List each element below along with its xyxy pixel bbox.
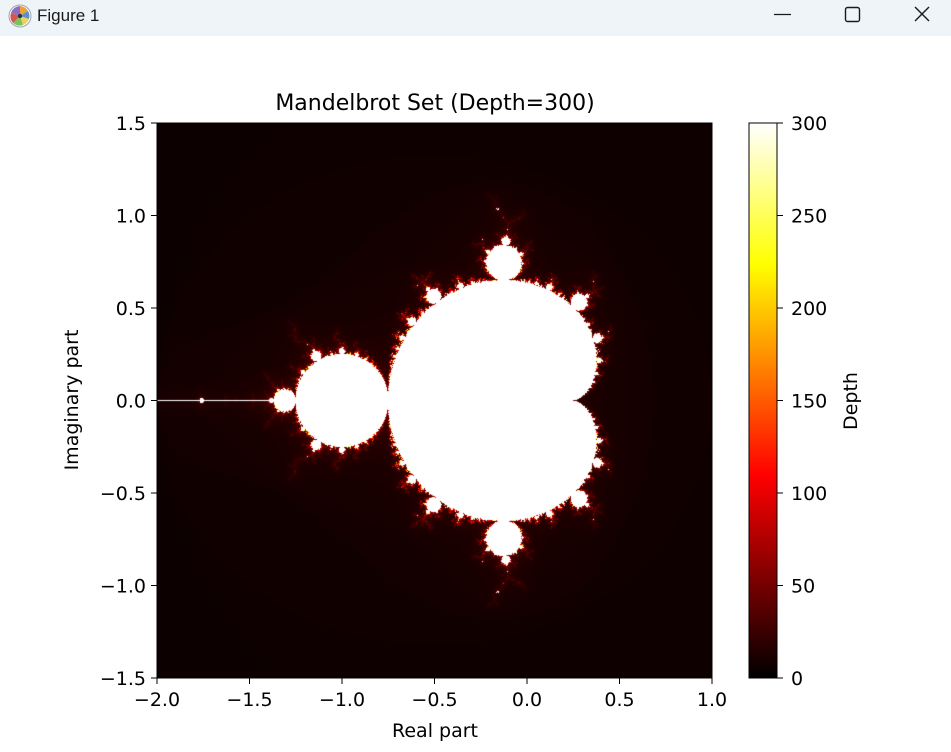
matplotlib-logo-icon [8,4,32,28]
title-bar[interactable]: Figure 1 [0,0,951,36]
y-tick-label: 1.0 [116,206,146,228]
y-tick-label: −1.0 [100,576,146,598]
x-axis: −2.0 −1.5 −1.0 −0.5 0.0 0.5 1.0 [134,678,727,711]
x-tick-label: 0.5 [604,689,634,711]
chart-title: Mandelbrot Set (Depth=300) [275,91,594,116]
mandelbrot-heatmap [157,123,712,678]
close-button[interactable] [899,0,945,30]
maximize-icon [844,6,861,23]
y-axis-label: Imaginary part [61,330,83,471]
colorbar-tick-label: 0 [791,668,803,690]
y-axis: 1.5 1.0 0.5 0.0 −0.5 −1.0 −1.5 [100,113,157,690]
colorbar-label: Depth [840,372,862,430]
y-tick-label: 0.0 [116,391,146,413]
minimize-button[interactable] [759,0,805,30]
x-axis-label: Real part [392,720,478,742]
x-tick-label: 1.0 [697,689,727,711]
colorbar-tick-label: 300 [791,113,827,135]
colorbar [748,122,778,679]
y-tick-label: 0.5 [116,298,146,320]
y-tick-label: −0.5 [100,483,146,505]
window-title: Figure 1 [37,6,100,25]
plot-area [156,122,713,679]
colorbar-tick-label: 200 [791,298,827,320]
colorbar-tick-label: 100 [791,483,827,505]
colorbar-tick-label: 250 [791,206,827,228]
colorbar-gradient [749,123,777,678]
y-tick-label: 1.5 [116,113,146,135]
maximize-button[interactable] [829,0,875,30]
x-tick-label: 0.0 [512,689,542,711]
x-tick-label: −1.5 [226,689,272,711]
close-icon [914,6,930,22]
x-tick-label: −1.0 [319,689,365,711]
colorbar-axis: 300 250 200 150 100 50 0 [777,113,827,690]
minimize-icon [774,13,791,16]
figure-canvas[interactable]: Mandelbrot Set (Depth=300) −2.0 −1.5 −1.0−… [0,36,951,752]
mandelbrot-chart: Mandelbrot Set (Depth=300) −2.0 −1.5 −1.0−… [61,91,862,742]
colorbar-tick-label: 150 [791,391,827,413]
y-tick-label: −1.5 [100,668,146,690]
colorbar-tick-label: 50 [791,576,815,598]
x-tick-label: −2.0 [134,689,180,711]
x-tick-label: −0.5 [411,689,457,711]
